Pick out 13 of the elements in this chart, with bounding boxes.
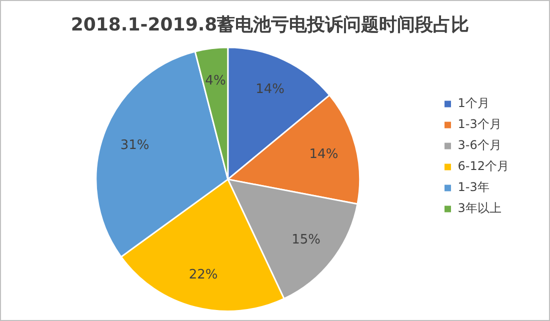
legend-label: 1-3年: [458, 180, 490, 194]
data-label: 4%: [205, 73, 226, 88]
legend-label: 1个月: [458, 96, 490, 110]
legend-label: 3-6个月: [458, 138, 502, 152]
chart-title: 2018.1-2019.8蓄电池亏电投诉问题时间段占比: [70, 14, 470, 36]
legend-label: 6-12个月: [458, 159, 509, 174]
legend-label: 1-3个月: [458, 117, 502, 132]
data-label: 22%: [188, 268, 218, 283]
data-label: 14%: [256, 82, 284, 98]
data-label: 15%: [292, 232, 321, 248]
legend-label: 3年以上: [458, 201, 502, 216]
data-label: 14%: [309, 147, 338, 162]
data-label: 31%: [120, 138, 150, 154]
